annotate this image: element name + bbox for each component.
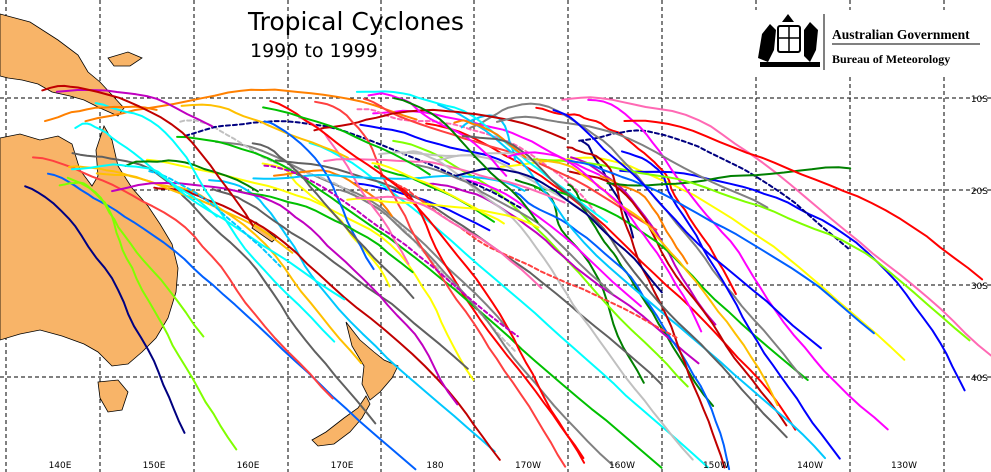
cyclone-track	[514, 178, 645, 384]
cyclone-track	[453, 119, 527, 159]
cyclone-track	[47, 172, 417, 471]
cyclone-track	[94, 102, 336, 343]
cyclone-track	[378, 151, 540, 165]
cyclone-track	[469, 102, 804, 379]
logo-government: Australian Government	[832, 27, 970, 42]
cyclone-tracks	[24, 84, 991, 471]
latitude-label: 20S	[971, 187, 988, 197]
cyclone-track	[84, 88, 418, 123]
cyclone-track	[74, 122, 346, 301]
cyclone-track	[464, 178, 642, 308]
cyclone-track	[453, 167, 663, 294]
cyclone-track	[599, 174, 689, 265]
cyclone-track	[124, 159, 259, 193]
longitude-label: 160W	[609, 461, 635, 471]
subtitle: 1990 to 1999	[250, 40, 378, 62]
cyclone-track	[570, 156, 717, 326]
cyclone-track	[371, 162, 505, 225]
cyclone-track	[252, 174, 526, 192]
cyclone-track	[536, 158, 779, 407]
cyclone-track	[269, 100, 585, 459]
cyclone-track	[274, 159, 663, 386]
cyclone-track	[415, 163, 614, 296]
cyclone-track	[606, 166, 852, 187]
latitude-label: 40S	[971, 374, 988, 384]
cyclone-track	[148, 170, 282, 268]
cyclone-track	[262, 106, 431, 176]
cyclone-track	[180, 103, 349, 159]
longitude-label: 150E	[143, 461, 166, 471]
cyclone-track	[208, 179, 496, 453]
cyclone-track	[496, 115, 769, 209]
cyclone-track	[32, 156, 334, 400]
cyclone-track	[44, 105, 158, 123]
cyclone-track	[146, 158, 475, 381]
cyclone-track	[437, 103, 826, 460]
cyclone-track	[507, 151, 703, 333]
cyclone-track	[623, 119, 984, 281]
longitude-label: 150W	[703, 461, 729, 471]
title: Tropical Cyclones	[247, 7, 464, 36]
longitude-label: 170W	[515, 461, 541, 471]
cyclone-track	[314, 100, 567, 468]
new-britain	[107, 51, 143, 67]
cyclone-track	[55, 89, 214, 128]
cyclone-track	[176, 135, 663, 469]
cyclone-track	[621, 150, 841, 460]
cyclone-track	[535, 106, 737, 295]
graticule-labels: 10S 20S 30S 40S 140E 150E 160E 170E 180 170W 160W 1…	[49, 95, 989, 471]
cyclone-track	[58, 181, 238, 451]
cyclone-track	[514, 191, 731, 471]
cyclone-track	[41, 84, 254, 227]
logo-bureau: Bureau of Meteorology	[832, 52, 950, 66]
cyclone-track	[111, 182, 459, 406]
cyclone-track	[619, 169, 966, 392]
latitude-label: 30S	[971, 282, 988, 292]
cyclone-track	[71, 163, 218, 218]
longitude-label: 170E	[331, 461, 354, 471]
cyclone-track	[238, 190, 414, 274]
longitude-label: 140E	[49, 461, 72, 471]
cyclone-track	[390, 180, 681, 340]
logo: Australian Government Bureau of Meteorol…	[748, 10, 988, 74]
cyclone-track	[402, 150, 694, 461]
cyclone-track	[355, 195, 543, 290]
cyclone-track	[566, 146, 726, 469]
new-zealand-south	[311, 395, 371, 447]
longitude-label: 130W	[891, 461, 917, 471]
tasmania	[97, 379, 129, 413]
longitude-label: 180	[426, 461, 443, 471]
longitude-label: 140W	[797, 461, 823, 471]
cyclone-track	[552, 109, 822, 350]
cyclone-track	[359, 123, 510, 166]
cyclone-track	[425, 182, 700, 365]
cyclone-track	[24, 185, 186, 434]
cyclone-track	[561, 96, 991, 357]
coat-of-arms	[758, 14, 820, 67]
cyclone-track	[263, 120, 375, 271]
longitude-label: 160E	[237, 461, 260, 471]
cyclone-track	[367, 92, 508, 177]
cyclone-track	[263, 164, 519, 338]
cyclone-track	[308, 141, 709, 469]
cyclone-track	[251, 142, 415, 299]
cyclone-track	[362, 97, 658, 231]
cyclone-track	[346, 197, 540, 229]
cyclone-track	[211, 188, 469, 370]
cyclone-track	[393, 97, 539, 224]
cyclone-track	[71, 152, 377, 425]
cyclone-track	[566, 159, 875, 335]
latitude-label: 10S	[971, 95, 988, 105]
